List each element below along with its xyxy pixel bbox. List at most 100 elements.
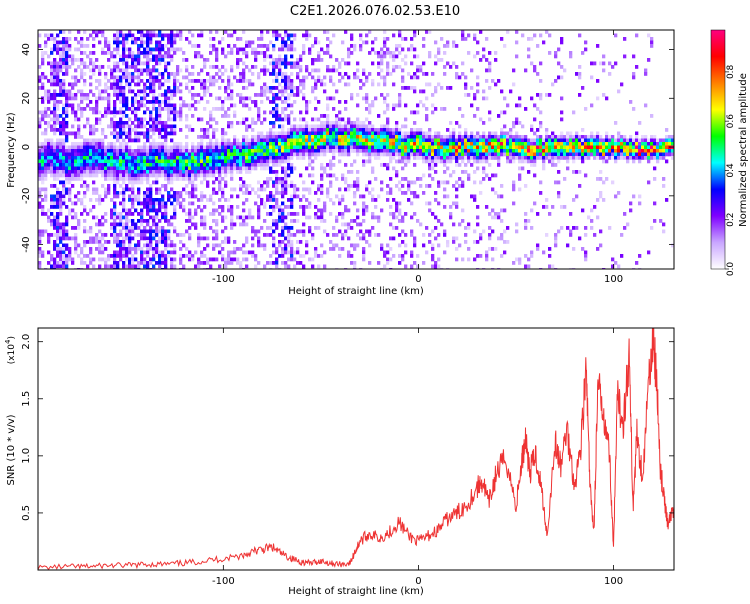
spectrogram-cell [272,170,276,174]
spectrogram-cell [413,243,417,248]
spectrogram-cell [458,222,462,227]
spectrogram-cell [83,51,87,55]
spectrogram-cell [86,54,90,59]
spectrogram-cell [83,180,87,185]
spectrogram-cell [407,47,411,52]
spectrogram-cell [290,65,294,69]
spectrogram-cell [230,121,234,125]
spectrogram-cell [488,138,492,143]
spectrogram-cell [266,233,270,237]
spectrogram-cell [95,145,99,150]
spectrogram-cell [62,103,66,108]
spectrogram-cell [347,170,351,174]
spectrogram-cell [56,247,60,251]
spectrogram-cell [284,261,288,265]
spectrogram-cell [122,215,126,220]
spectrogram-cell [218,68,222,73]
spectrogram-cell [473,159,477,164]
spectrogram-cell [299,58,303,62]
spectrogram-cell [260,100,264,104]
spectrogram-cell [116,222,120,227]
spectrogram-cell [320,121,324,125]
spectrogram-cell [422,149,426,153]
spectrogram-cell [65,173,69,178]
spectrogram-cell [167,40,171,45]
spectrogram-cell [65,58,69,62]
spectrogram-cell [275,257,279,262]
spectrogram-cell [53,163,57,167]
spectrogram-cell [281,100,285,104]
spectrogram-cell [236,170,240,174]
spectrogram-cell [515,138,519,143]
spectrogram-cell [269,261,273,265]
spectrogram-cell [173,177,177,181]
spectrogram-cell [272,205,276,209]
spectrogram-cell [218,173,222,178]
spectrogram-cell [425,131,429,136]
spectrogram-cell [170,128,174,132]
spectrogram-cell [41,198,45,202]
spectrogram-cell [365,75,369,80]
spectrogram-cell [215,128,219,132]
spectrogram-cell [149,226,153,230]
spectrogram-cell [305,121,309,125]
spectrogram-cell [83,61,87,66]
spectrogram-cell [176,89,180,94]
spectrogram-cell [431,212,435,216]
spectrogram-cell [65,138,69,143]
spectrogram-cell [113,40,117,45]
spectrogram-cell [479,138,483,143]
spectrogram-cell [296,142,300,146]
spectrogram-cell [284,215,288,220]
spectrogram-cell [350,163,354,167]
spectrogram-cell [122,222,126,227]
spectrogram-cell [194,194,198,199]
spectrogram-cell [80,37,84,41]
spectrogram-cell [71,177,75,181]
spectrogram-cell [125,152,129,157]
spectrogram-cell [134,135,138,139]
spectrogram-cell [479,236,483,241]
spectrogram-cell [317,58,321,62]
spectrogram-cell [149,124,153,129]
spectrogram-cell [122,96,126,101]
spectrogram-cell [386,198,390,202]
spectrogram-cell [200,180,204,185]
spectrogram-cell [59,198,63,202]
spectrogram-cell [227,138,231,143]
spectrogram-cell [284,138,288,143]
spectrogram-cell [194,100,198,104]
spectrogram-cell [155,240,159,244]
spectrogram-cell [212,163,216,167]
spectrogram-cell [272,121,276,125]
spectrogram-cell [449,142,453,146]
spectrogram-cell [323,82,327,87]
spectrogram-cell [536,72,540,76]
spectrogram-cell [398,159,402,164]
spectrogram-cell [320,243,324,248]
spectrogram-cell [440,86,444,90]
spectrogram-cell [287,47,291,52]
spectrogram-cell [56,187,60,192]
spectrogram-cell [107,240,111,244]
spectrogram-cell [308,33,312,38]
spectrogram-cell [182,264,186,269]
spectrogram-cell [119,149,123,153]
spectrogram-cell [77,135,81,139]
spectrogram-cell [206,198,210,202]
spectrogram-cell [101,114,105,118]
spectrogram-cell [101,65,105,69]
spectrogram-cell [98,149,102,153]
spectrogram-cell [212,47,216,52]
spectrogram-cell [254,93,258,97]
spectrogram-cell [188,166,192,171]
spectrogram-cell [44,138,48,143]
spectrogram-cell [161,205,165,209]
spectrogram-cell [290,131,294,136]
spectrogram-cell [434,152,438,157]
spectrogram-cell [509,152,513,157]
spectrogram-cell [446,194,450,199]
spectrogram-cell [125,226,129,230]
spectrogram-cell [470,103,474,108]
spectrogram-cell [383,79,387,83]
